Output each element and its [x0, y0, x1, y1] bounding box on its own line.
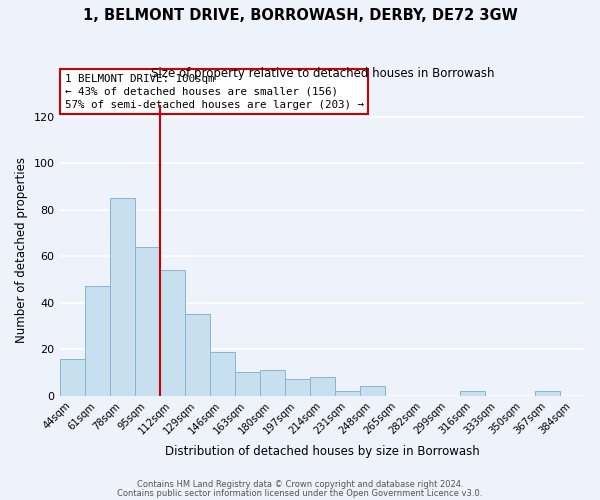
Text: Contains public sector information licensed under the Open Government Licence v3: Contains public sector information licen…	[118, 488, 482, 498]
Bar	[535, 391, 560, 396]
Bar	[134, 247, 160, 396]
Bar	[260, 370, 285, 396]
Bar	[360, 386, 385, 396]
Bar	[310, 377, 335, 396]
Bar	[335, 391, 360, 396]
Bar	[460, 391, 485, 396]
Bar	[209, 352, 235, 396]
Bar	[285, 380, 310, 396]
Bar	[110, 198, 134, 396]
Bar	[160, 270, 185, 396]
Y-axis label: Number of detached properties: Number of detached properties	[15, 158, 28, 344]
Bar	[185, 314, 209, 396]
Text: 1, BELMONT DRIVE, BORROWASH, DERBY, DE72 3GW: 1, BELMONT DRIVE, BORROWASH, DERBY, DE72…	[83, 8, 517, 22]
Bar	[85, 286, 110, 396]
Text: Contains HM Land Registry data © Crown copyright and database right 2024.: Contains HM Land Registry data © Crown c…	[137, 480, 463, 489]
Bar	[235, 372, 260, 396]
X-axis label: Distribution of detached houses by size in Borrowash: Distribution of detached houses by size …	[165, 444, 479, 458]
Title: Size of property relative to detached houses in Borrowash: Size of property relative to detached ho…	[151, 68, 494, 80]
Bar	[59, 358, 85, 396]
Text: 1 BELMONT DRIVE: 100sqm
← 43% of detached houses are smaller (156)
57% of semi-d: 1 BELMONT DRIVE: 100sqm ← 43% of detache…	[65, 74, 364, 110]
